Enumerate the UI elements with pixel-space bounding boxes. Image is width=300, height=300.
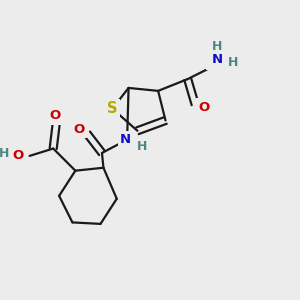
Text: S: S — [107, 101, 118, 116]
Text: O: O — [198, 100, 210, 114]
Text: O: O — [13, 149, 24, 162]
Text: H: H — [137, 140, 148, 153]
Text: N: N — [210, 52, 221, 65]
Text: O: O — [73, 123, 85, 136]
Text: N: N — [120, 133, 131, 146]
Text: O: O — [49, 109, 60, 122]
Text: H: H — [228, 60, 239, 73]
Text: H: H — [228, 56, 239, 69]
Text: N: N — [210, 52, 221, 65]
Text: H: H — [212, 40, 222, 53]
Text: H: H — [0, 147, 10, 160]
Text: N: N — [212, 53, 223, 66]
Text: H: H — [228, 60, 239, 73]
